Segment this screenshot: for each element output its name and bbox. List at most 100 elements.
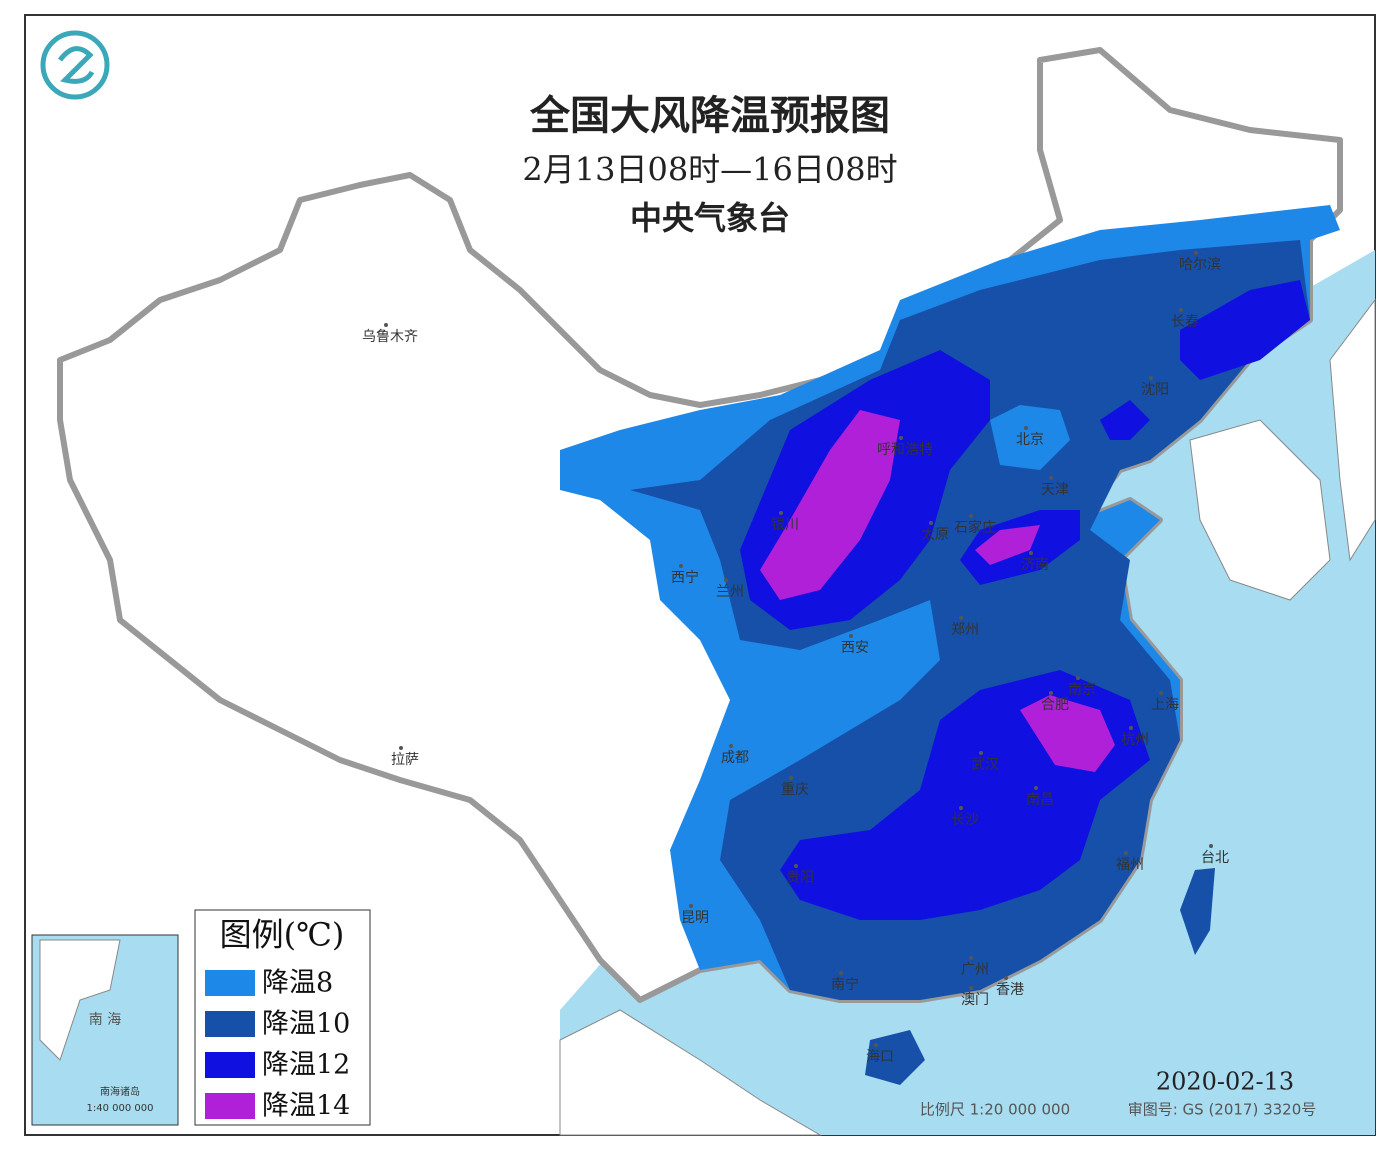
legend-swatch [205,1011,255,1037]
city-label: 澳门 [961,992,989,1008]
city-dot [1034,786,1038,790]
city-dot [929,521,933,525]
city-dot [969,986,973,990]
inset-scale: 1:40 000 000 [87,1103,154,1114]
cooling-zone [990,405,1070,470]
city-dot [979,751,983,755]
city-label: 兰州 [716,584,744,600]
city-dot [1159,691,1163,695]
subtitle: 2月13日08时—16日08时 [522,151,897,189]
city-label: 成都 [721,750,749,766]
scale: 比例尺 1:20 000 000 [920,1101,1070,1119]
city-label: 南宁 [831,976,859,993]
agency: 中央气象台 [630,199,790,237]
legend-swatch [205,1052,255,1078]
city-label: 西宁 [671,569,699,586]
city-label: 北京 [1016,432,1044,448]
legend-swatch [205,1093,255,1119]
city-dot [1179,308,1183,312]
city-dot [969,956,973,960]
city-label: 西安 [841,640,869,656]
city-label: 香港 [996,982,1024,998]
legend-title: 图例(℃) [220,916,345,954]
city-dot [1129,726,1133,730]
city-label: 福州 [1116,857,1144,873]
city-dot [1194,251,1198,255]
city-label: 武汉 [971,757,999,773]
city-label: 海口 [866,1049,894,1065]
legend-swatch [205,970,255,996]
legend-label: 降温14 [262,1091,350,1122]
city-dot [1004,976,1008,980]
legend-label: 降温12 [262,1050,350,1081]
cooling-zone [760,410,900,600]
date: 2020-02-13 [1156,1068,1294,1096]
city-dot [1149,376,1153,380]
city-dot [874,1043,878,1047]
cooling-zone [975,525,1040,565]
hainan [865,1030,925,1085]
vietnam [559,1009,822,1136]
city-label: 乌鲁木齐 [362,329,418,345]
city-label: 石家庄 [954,519,996,536]
city-dot [399,746,403,750]
city-label: 太原 [921,527,949,543]
title: 全国大风降温预报图 [529,93,890,139]
city-dot [1209,844,1213,848]
city-label: 合肥 [1041,697,1069,713]
city-label: 郑州 [951,622,979,638]
city-label: 沈阳 [1141,382,1169,398]
korea [1189,419,1331,601]
japan [1329,298,1376,562]
city-dot [969,514,973,518]
city-dot [729,744,733,748]
review: 审图号: GS (2017) 3320号 [1128,1101,1317,1119]
city-dot [1024,426,1028,430]
city-dot [959,616,963,620]
legend-label: 降温10 [262,1009,350,1040]
city-dot [1049,476,1053,480]
city-dot [959,806,963,810]
legend-items: 降温8 降温10 降温12 降温14 [205,968,350,1122]
city-label: 呼和浩特 [877,442,933,458]
city-label: 贵阳 [786,870,814,886]
city-dot [1124,851,1128,855]
inset-land [39,939,121,1061]
logo-mark [58,46,95,84]
city-dot [1029,551,1033,555]
taiwan [1180,868,1215,955]
city-label: 拉萨 [391,752,419,768]
city-dot [689,904,693,908]
legend-label: 降温8 [262,968,333,999]
city-label: 长沙 [951,812,979,828]
cooling-zone [1020,695,1115,772]
city-label: 天津 [1041,482,1069,498]
inset-sea: 南 海 [89,1012,121,1028]
city-label: 长春 [1171,314,1199,330]
city-dot [724,578,728,582]
city-label: 南昌 [1026,792,1054,808]
inset-islands: 南海诸岛 [100,1085,140,1098]
city-label: 杭州 [1121,732,1149,748]
city-label: 台北 [1201,850,1229,866]
city-dot [1049,691,1053,695]
cooling-zone [1100,400,1150,440]
city-label: 昆明 [681,910,709,926]
logo [40,30,110,100]
city-label: 银川 [771,517,799,533]
cooling-zone [1180,280,1310,380]
city-dot [384,323,388,327]
city-dot [679,564,683,568]
city-dot [794,864,798,868]
city-label: 济南 [1021,557,1049,573]
city-dot [839,971,843,975]
city-label: 哈尔滨 [1179,257,1221,273]
city-dot [779,511,783,515]
city-dot [1076,676,1080,680]
city-dot [789,776,793,780]
city-dot [849,634,853,638]
city-label: 上海 [1151,697,1179,713]
